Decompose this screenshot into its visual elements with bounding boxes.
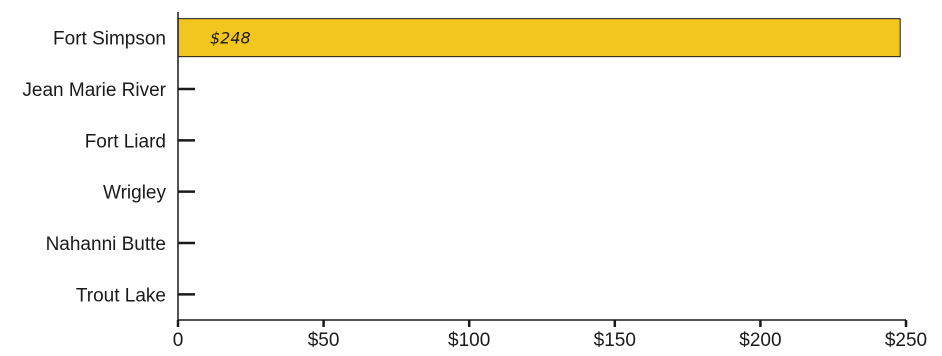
data-label: $248: [210, 29, 251, 48]
category-label: Trout Lake: [76, 285, 166, 306]
category-label: Fort Liard: [85, 131, 166, 152]
bars: [177, 18, 901, 58]
category-labels: Fort Simpson Jean Marie River Fort Liard Wr…: [22, 29, 166, 307]
data-labels: $248: [210, 29, 251, 48]
category-label: Wrigley: [103, 183, 166, 204]
x-tick-label: $150: [594, 330, 636, 351]
category-label: Jean Marie River: [22, 80, 166, 101]
x-axis-ticks: 0 $50 $100 $150 $200 $250: [173, 320, 927, 351]
category-label: Fort Simpson: [53, 29, 166, 50]
category-label: Nahanni Butte: [46, 234, 166, 255]
bar-fort-simpson: [177, 18, 901, 58]
y-axis-ticks: [178, 87, 195, 296]
x-tick-label: $100: [448, 330, 490, 351]
x-tick-label: $250: [885, 330, 927, 351]
x-tick-label: 0: [173, 330, 184, 351]
x-tick-label: $200: [739, 330, 781, 351]
x-tick-label: $50: [308, 330, 340, 351]
